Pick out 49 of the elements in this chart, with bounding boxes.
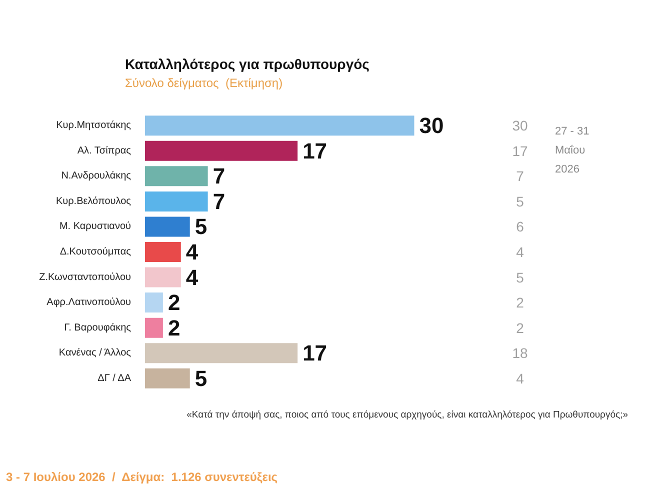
bar [145,116,414,136]
data-label: 4 [516,370,524,386]
data-label: 2 [516,320,524,336]
data-label: 5 [516,269,524,286]
chart-title: Καταλληλότερος για πρωθυπουργός [125,56,370,72]
data-label: 30 [512,118,528,134]
bar [145,368,190,388]
data-label: 17 [302,138,328,164]
data-label: 2 [516,294,524,311]
y-tick-label: Κυρ.Μητσοτάκης [56,120,132,132]
bar [145,267,181,288]
y-tick-label: Ζ.Κωνσταντοπούλου [39,272,131,283]
data-label: 5 [516,193,524,210]
bar [145,216,190,237]
data-label: 7 [212,188,226,214]
y-tick-label: Γ. Βαρουφάκης [64,322,132,334]
bar [145,292,163,313]
bar [145,343,298,364]
bar [145,191,208,212]
data-label: 5 [194,214,208,240]
text: 27 - 31 Μαΐου 2026 [555,126,590,176]
data-label: 30 [419,113,444,138]
data-label: 4 [516,244,524,260]
y-tick-label: Ν.Ανδρουλάκης [61,170,132,182]
bar [145,166,208,186]
data-label: 5 [194,366,208,391]
y-tick-label: Κυρ.Βελόπουλος [56,196,132,207]
y-tick-label: Δ.Κουτσούμπας [60,246,132,258]
data-label: 7 [516,168,524,184]
text: 3 - 7 Ιουλίου 2026 / Δείγμα: 1.126 συνεντεύξεις [6,470,278,484]
bar [145,242,181,262]
data-label: 18 [512,345,528,362]
y-tick-label: Αφρ.Λατινοπούλου [46,297,131,308]
bar [145,140,298,161]
y-tick-label: Αλ. Τσίπρας [77,145,132,156]
data-label: 2 [168,290,180,316]
data-label: 2 [168,315,180,340]
y-tick-label: Μ. Καρυστιανού [59,221,131,232]
data-label: 17 [302,340,328,366]
bar [145,318,163,338]
data-label: 17 [512,142,528,159]
chart-subtitle: Σύνολο δείγματος (Εκτίμηση) [125,76,283,90]
data-label: 7 [212,164,226,189]
y-tick-label: Κανένας / Άλλος [58,348,132,359]
text: «Κατά την άποψή σας, ποιος από τους επόμενους αρχηγούς, είναι καταλληλότερος για Πρωθυπουργός;» [186,410,628,420]
y-tick-label: ΔΓ / ΔΑ [98,372,132,384]
data-label: 4 [186,264,199,290]
data-label: 6 [516,218,524,235]
data-label: 4 [186,240,199,264]
